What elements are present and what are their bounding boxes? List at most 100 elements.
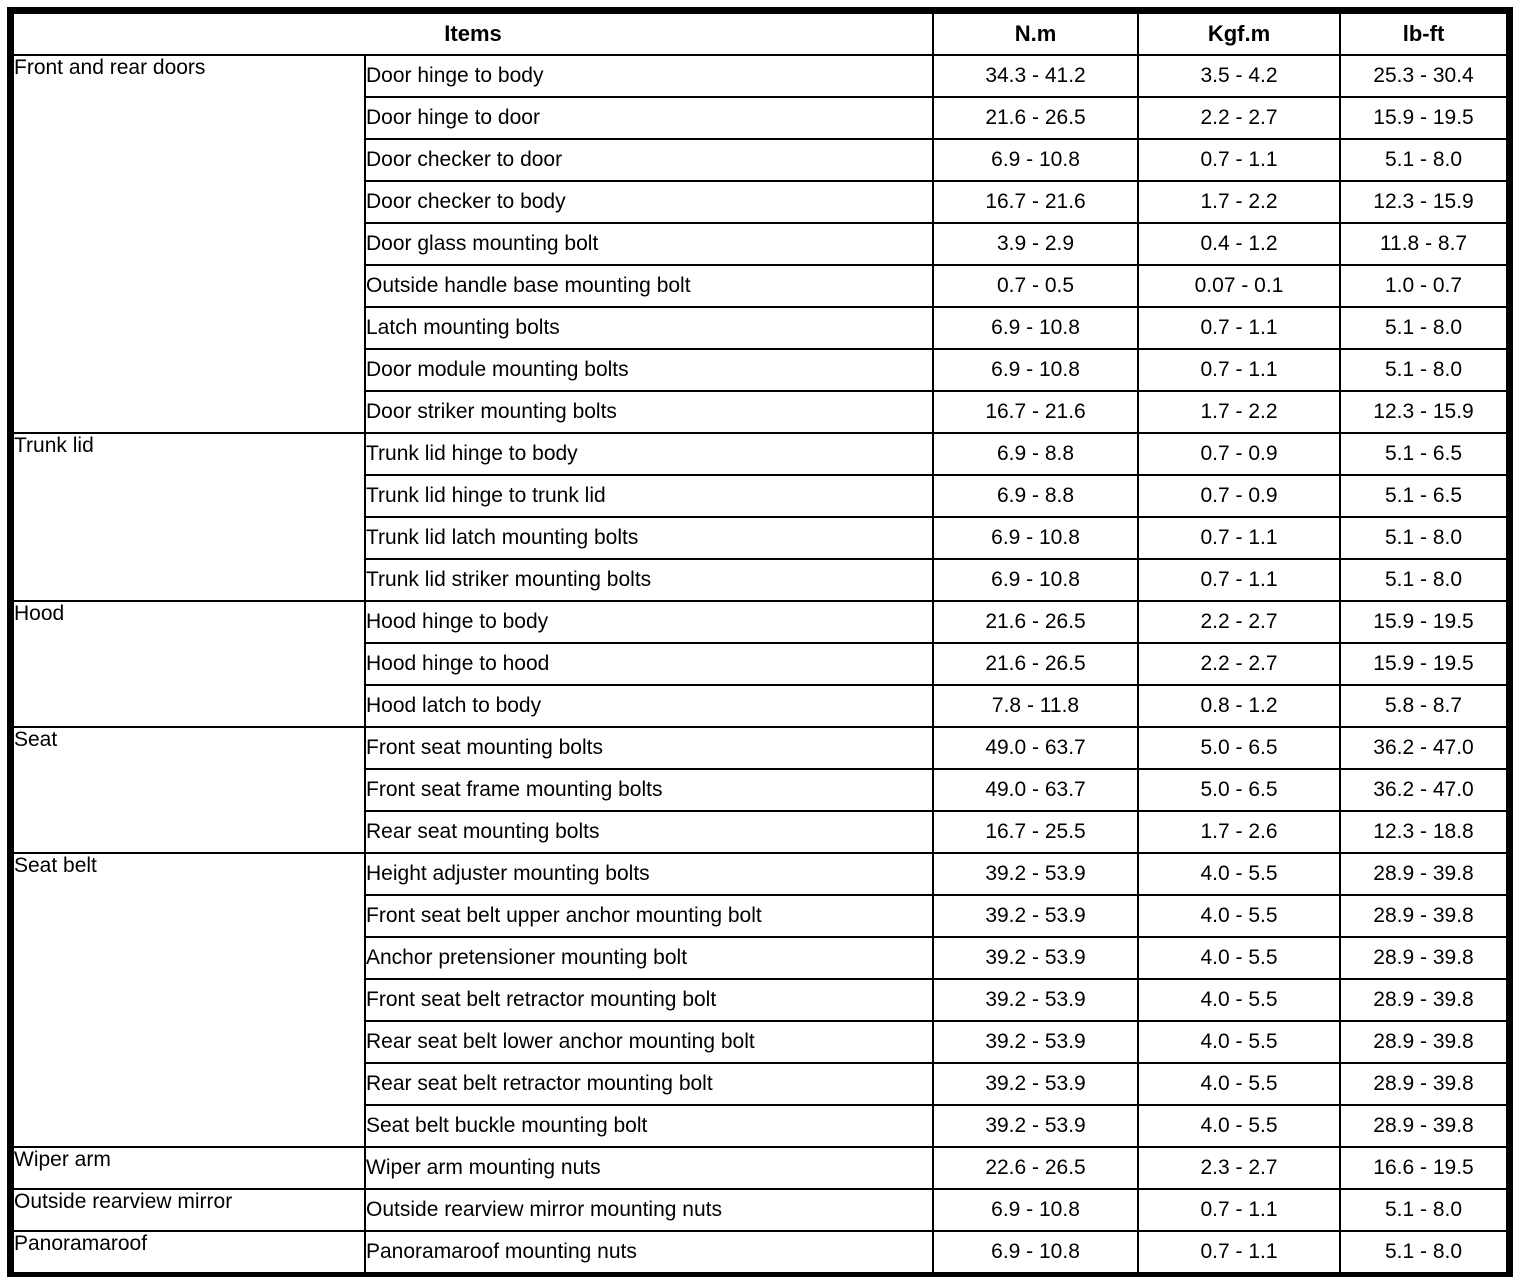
item-cell: Trunk lid striker mounting bolts xyxy=(363,558,935,602)
value-cell-kgfm: 4.0 - 5.5 xyxy=(1137,852,1342,896)
value-cell-lbft: 5.1 - 8.0 xyxy=(1339,138,1508,182)
category-cell: Front and rear doors xyxy=(12,54,366,434)
value-cell-nm: 6.9 - 10.8 xyxy=(932,306,1140,350)
value-cell-lbft: 5.1 - 8.0 xyxy=(1339,306,1508,350)
table-row: Trunk lid latch mounting bolts 6.9 - 10.8… xyxy=(13,516,1508,560)
value-cell-kgfm: 4.0 - 5.5 xyxy=(1137,1020,1342,1064)
item-cell: Trunk lid hinge to trunk lid xyxy=(363,474,935,518)
value-cell-nm: 21.6 - 26.5 xyxy=(932,600,1140,644)
value-cell-lbft: 5.1 - 8.0 xyxy=(1339,1230,1508,1274)
value-cell-kgfm: 0.7 - 1.1 xyxy=(1137,1230,1342,1274)
item-cell: Anchor pretensioner mounting bolt xyxy=(363,936,935,980)
value-cell-nm: 6.9 - 10.8 xyxy=(932,1188,1140,1232)
value-cell-kgfm: 4.0 - 5.5 xyxy=(1137,936,1342,980)
item-cell: Front seat belt upper anchor mounting bo… xyxy=(363,894,935,938)
value-cell-nm: 39.2 - 53.9 xyxy=(932,978,1140,1022)
table-row: Door glass mounting bolt 3.9 - 2.9 0.4 - 1… xyxy=(13,222,1508,266)
value-cell-kgfm: 4.0 - 5.5 xyxy=(1137,1062,1342,1106)
value-cell-kgfm: 0.07 - 0.1 xyxy=(1137,264,1342,308)
value-cell-nm: 6.9 - 8.8 xyxy=(932,474,1140,518)
torque-spec-table-page: Items N.m Kgf.m lb-ft Front and rear doo… xyxy=(7,7,1513,1277)
table-row: Wiper arm Wiper arm mounting nuts 22.6 - 2… xyxy=(12,1146,1508,1190)
value-cell-kgfm: 2.2 - 2.7 xyxy=(1137,96,1342,140)
item-cell: Front seat belt retractor mounting bolt xyxy=(363,978,935,1022)
table-row: Front seat belt retractor mounting bolt 3… xyxy=(13,978,1508,1022)
value-cell-kgfm: 3.5 - 4.2 xyxy=(1137,54,1342,98)
value-cell-lbft: 15.9 - 19.5 xyxy=(1339,96,1508,140)
value-cell-kgfm: 0.7 - 1.1 xyxy=(1137,558,1342,602)
item-cell: Outside rearview mirror mounting nuts xyxy=(363,1188,935,1232)
value-cell-kgfm: 0.8 - 1.2 xyxy=(1137,684,1342,728)
header-items: Items xyxy=(11,12,935,56)
table-row: Hood latch to body 7.8 - 11.8 0.8 - 1.2 5.8… xyxy=(13,684,1508,728)
category-cell: Outside rearview mirror xyxy=(12,1188,366,1232)
table-row: Door striker mounting bolts 16.7 - 21.6 1.… xyxy=(13,390,1508,434)
value-cell-lbft: 1.0 - 0.7 xyxy=(1339,264,1508,308)
value-cell-lbft: 5.1 - 8.0 xyxy=(1339,348,1508,392)
value-cell-lbft: 11.8 - 8.7 xyxy=(1339,222,1508,266)
value-cell-nm: 39.2 - 53.9 xyxy=(932,1020,1140,1064)
header-kgfm: Kgf.m xyxy=(1137,12,1342,56)
value-cell-nm: 16.7 - 21.6 xyxy=(932,180,1140,224)
value-cell-kgfm: 4.0 - 5.5 xyxy=(1137,894,1342,938)
value-cell-lbft: 16.6 - 19.5 xyxy=(1339,1146,1508,1190)
value-cell-nm: 39.2 - 53.9 xyxy=(932,936,1140,980)
value-cell-lbft: 36.2 - 47.0 xyxy=(1339,768,1508,812)
value-cell-kgfm: 0.7 - 1.1 xyxy=(1137,306,1342,350)
value-cell-kgfm: 2.2 - 2.7 xyxy=(1137,600,1342,644)
category-cell: Seat xyxy=(12,726,366,854)
value-cell-lbft: 5.1 - 8.0 xyxy=(1339,1188,1508,1232)
value-cell-lbft: 28.9 - 39.8 xyxy=(1339,852,1508,896)
item-cell: Height adjuster mounting bolts xyxy=(363,852,935,896)
value-cell-nm: 39.2 - 53.9 xyxy=(932,894,1140,938)
value-cell-kgfm: 4.0 - 5.5 xyxy=(1137,1104,1342,1148)
item-cell: Rear seat mounting bolts xyxy=(363,810,935,854)
value-cell-nm: 6.9 - 10.8 xyxy=(932,348,1140,392)
table-row: Anchor pretensioner mounting bolt 39.2 - … xyxy=(13,936,1508,980)
value-cell-nm: 21.6 - 26.5 xyxy=(932,96,1140,140)
category-cell: Seat belt xyxy=(12,852,366,1148)
category-cell: Hood xyxy=(12,600,366,728)
value-cell-nm: 49.0 - 63.7 xyxy=(932,726,1140,770)
table-row: Hood Hood hinge to body 21.6 - 26.5 2.2 - 2… xyxy=(12,600,1508,728)
item-cell: Rear seat belt retractor mounting bolt xyxy=(363,1062,935,1106)
value-cell-nm: 16.7 - 25.5 xyxy=(932,810,1140,854)
value-cell-kgfm: 1.7 - 2.2 xyxy=(1137,180,1342,224)
header-row: Items N.m Kgf.m lb-ft xyxy=(11,12,1508,56)
value-cell-nm: 39.2 - 53.9 xyxy=(932,1062,1140,1106)
value-cell-lbft: 28.9 - 39.8 xyxy=(1339,936,1508,980)
table-row: Rear seat belt retractor mounting bolt 39… xyxy=(13,1062,1508,1106)
value-cell-nm: 6.9 - 10.8 xyxy=(932,516,1140,560)
value-cell-kgfm: 0.7 - 1.1 xyxy=(1137,516,1342,560)
value-cell-kgfm: 1.7 - 2.6 xyxy=(1137,810,1342,854)
value-cell-kgfm: 4.0 - 5.5 xyxy=(1137,978,1342,1022)
value-cell-kgfm: 1.7 - 2.2 xyxy=(1137,390,1342,434)
table-row: Door checker to body 16.7 - 21.6 1.7 - 2.2… xyxy=(13,180,1508,224)
value-cell-nm: 49.0 - 63.7 xyxy=(932,768,1140,812)
table-row: Front seat belt upper anchor mounting bo… xyxy=(13,894,1508,938)
value-cell-nm: 6.9 - 10.8 xyxy=(932,1230,1140,1274)
table-row: Outside rearview mirror Outside rearview … xyxy=(12,1188,1508,1232)
item-cell: Rear seat belt lower anchor mounting bol… xyxy=(363,1020,935,1064)
header-lbft: lb-ft xyxy=(1339,12,1508,56)
value-cell-lbft: 5.1 - 8.0 xyxy=(1339,558,1508,602)
value-cell-lbft: 12.3 - 18.8 xyxy=(1339,810,1508,854)
table-row: Door module mounting bolts 6.9 - 10.8 0.7 … xyxy=(13,348,1508,392)
item-cell: Door striker mounting bolts xyxy=(363,390,935,434)
table-row: Trunk lid hinge to trunk lid 6.9 - 8.8 0.7… xyxy=(13,474,1508,518)
value-cell-lbft: 28.9 - 39.8 xyxy=(1339,978,1508,1022)
value-cell-lbft: 28.9 - 39.8 xyxy=(1339,894,1508,938)
item-cell: Door module mounting bolts xyxy=(363,348,935,392)
table-row: Hood hinge to hood 21.6 - 26.5 2.2 - 2.7 15… xyxy=(13,642,1508,686)
value-cell-nm: 0.7 - 0.5 xyxy=(932,264,1140,308)
item-cell: Trunk lid hinge to body xyxy=(363,432,935,476)
item-cell: Door checker to door xyxy=(363,138,935,182)
table-row: Seat belt buckle mounting bolt 39.2 - 53.… xyxy=(13,1104,1508,1148)
item-cell: Outside handle base mounting bolt xyxy=(363,264,935,308)
value-cell-lbft: 25.3 - 30.4 xyxy=(1339,54,1508,98)
item-cell: Seat belt buckle mounting bolt xyxy=(363,1104,935,1148)
value-cell-lbft: 12.3 - 15.9 xyxy=(1339,390,1508,434)
value-cell-lbft: 12.3 - 15.9 xyxy=(1339,180,1508,224)
item-cell: Door checker to body xyxy=(363,180,935,224)
item-cell: Hood latch to body xyxy=(363,684,935,728)
